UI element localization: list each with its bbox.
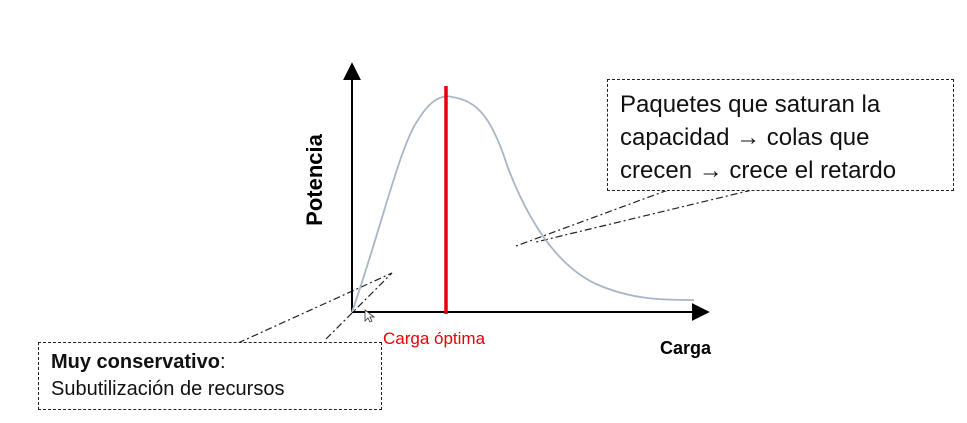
leader-left-lower — [325, 272, 393, 340]
callout-saturation: Paquetes que saturan la capacidad → cola… — [607, 79, 954, 191]
callout-conservative-title: Muy conservativo — [51, 351, 220, 373]
callout-conservative-colon: : — [219, 351, 226, 373]
optimal-load-label: Carga óptima — [383, 329, 486, 348]
callout-conservative-line-2: Subutilización de recursos — [51, 378, 285, 400]
callout-saturation-line-3: crecen → crece el retardo — [620, 157, 897, 184]
callout-saturation-line-1: Paquetes que saturan la — [620, 91, 881, 118]
mouse-pointer-icon — [364, 309, 376, 323]
callout-leader-lines — [237, 189, 753, 344]
x-axis-label: Carga — [660, 338, 712, 358]
power-curve — [351, 95, 695, 313]
leader-right-lower — [535, 189, 753, 243]
callout-saturation-line-2: capacidad → colas que — [620, 124, 870, 151]
y-axis-label: Potencia — [302, 133, 327, 225]
callout-conservative-line-1: Muy conservativo: — [51, 349, 373, 376]
callout-conservative: Muy conservativo: Subutilización de recu… — [38, 342, 382, 410]
leader-right-upper — [515, 189, 669, 247]
leader-left-upper — [237, 272, 393, 344]
